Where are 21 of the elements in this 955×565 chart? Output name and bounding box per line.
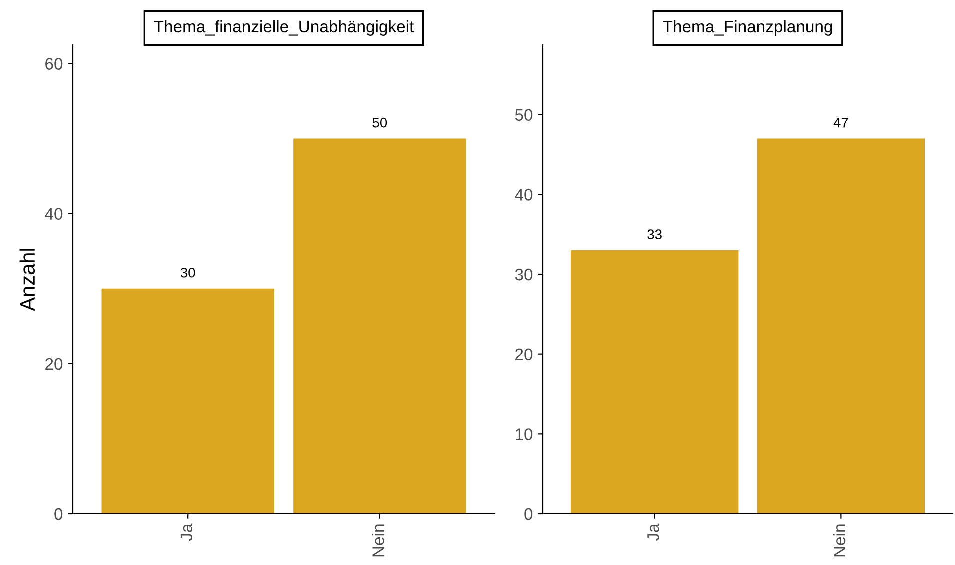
data-label: 47 <box>834 118 848 128</box>
y-tick-label: 40 <box>45 208 63 220</box>
y-tick-label: 30 <box>515 268 533 281</box>
y-tick-label: 0 <box>524 508 533 520</box>
y-tick-label: 10 <box>516 428 533 440</box>
x-tick-label: Nein <box>833 524 846 557</box>
chart-title: Thema_finanzielle_Unabhängigkeit <box>154 20 414 36</box>
x-tick-label: Ja <box>648 524 660 542</box>
x-tick-label: Ja <box>180 524 193 542</box>
x-tick-label: Nein <box>372 524 384 557</box>
chart-title: Thema_Finanzplanung <box>663 20 832 36</box>
y-tick-label: 20 <box>516 348 533 361</box>
y-tick-label: 50 <box>515 109 533 122</box>
y-tick-label: 40 <box>515 189 533 201</box>
data-label: 50 <box>372 118 388 128</box>
y-axis-title: Anzahl <box>20 249 36 312</box>
y-tick-label: 20 <box>46 358 63 370</box>
data-label: 30 <box>180 268 196 278</box>
y-tick-label: 60 <box>46 58 63 70</box>
y-tick-label: 0 <box>54 508 63 520</box>
data-label: 33 <box>648 230 662 240</box>
